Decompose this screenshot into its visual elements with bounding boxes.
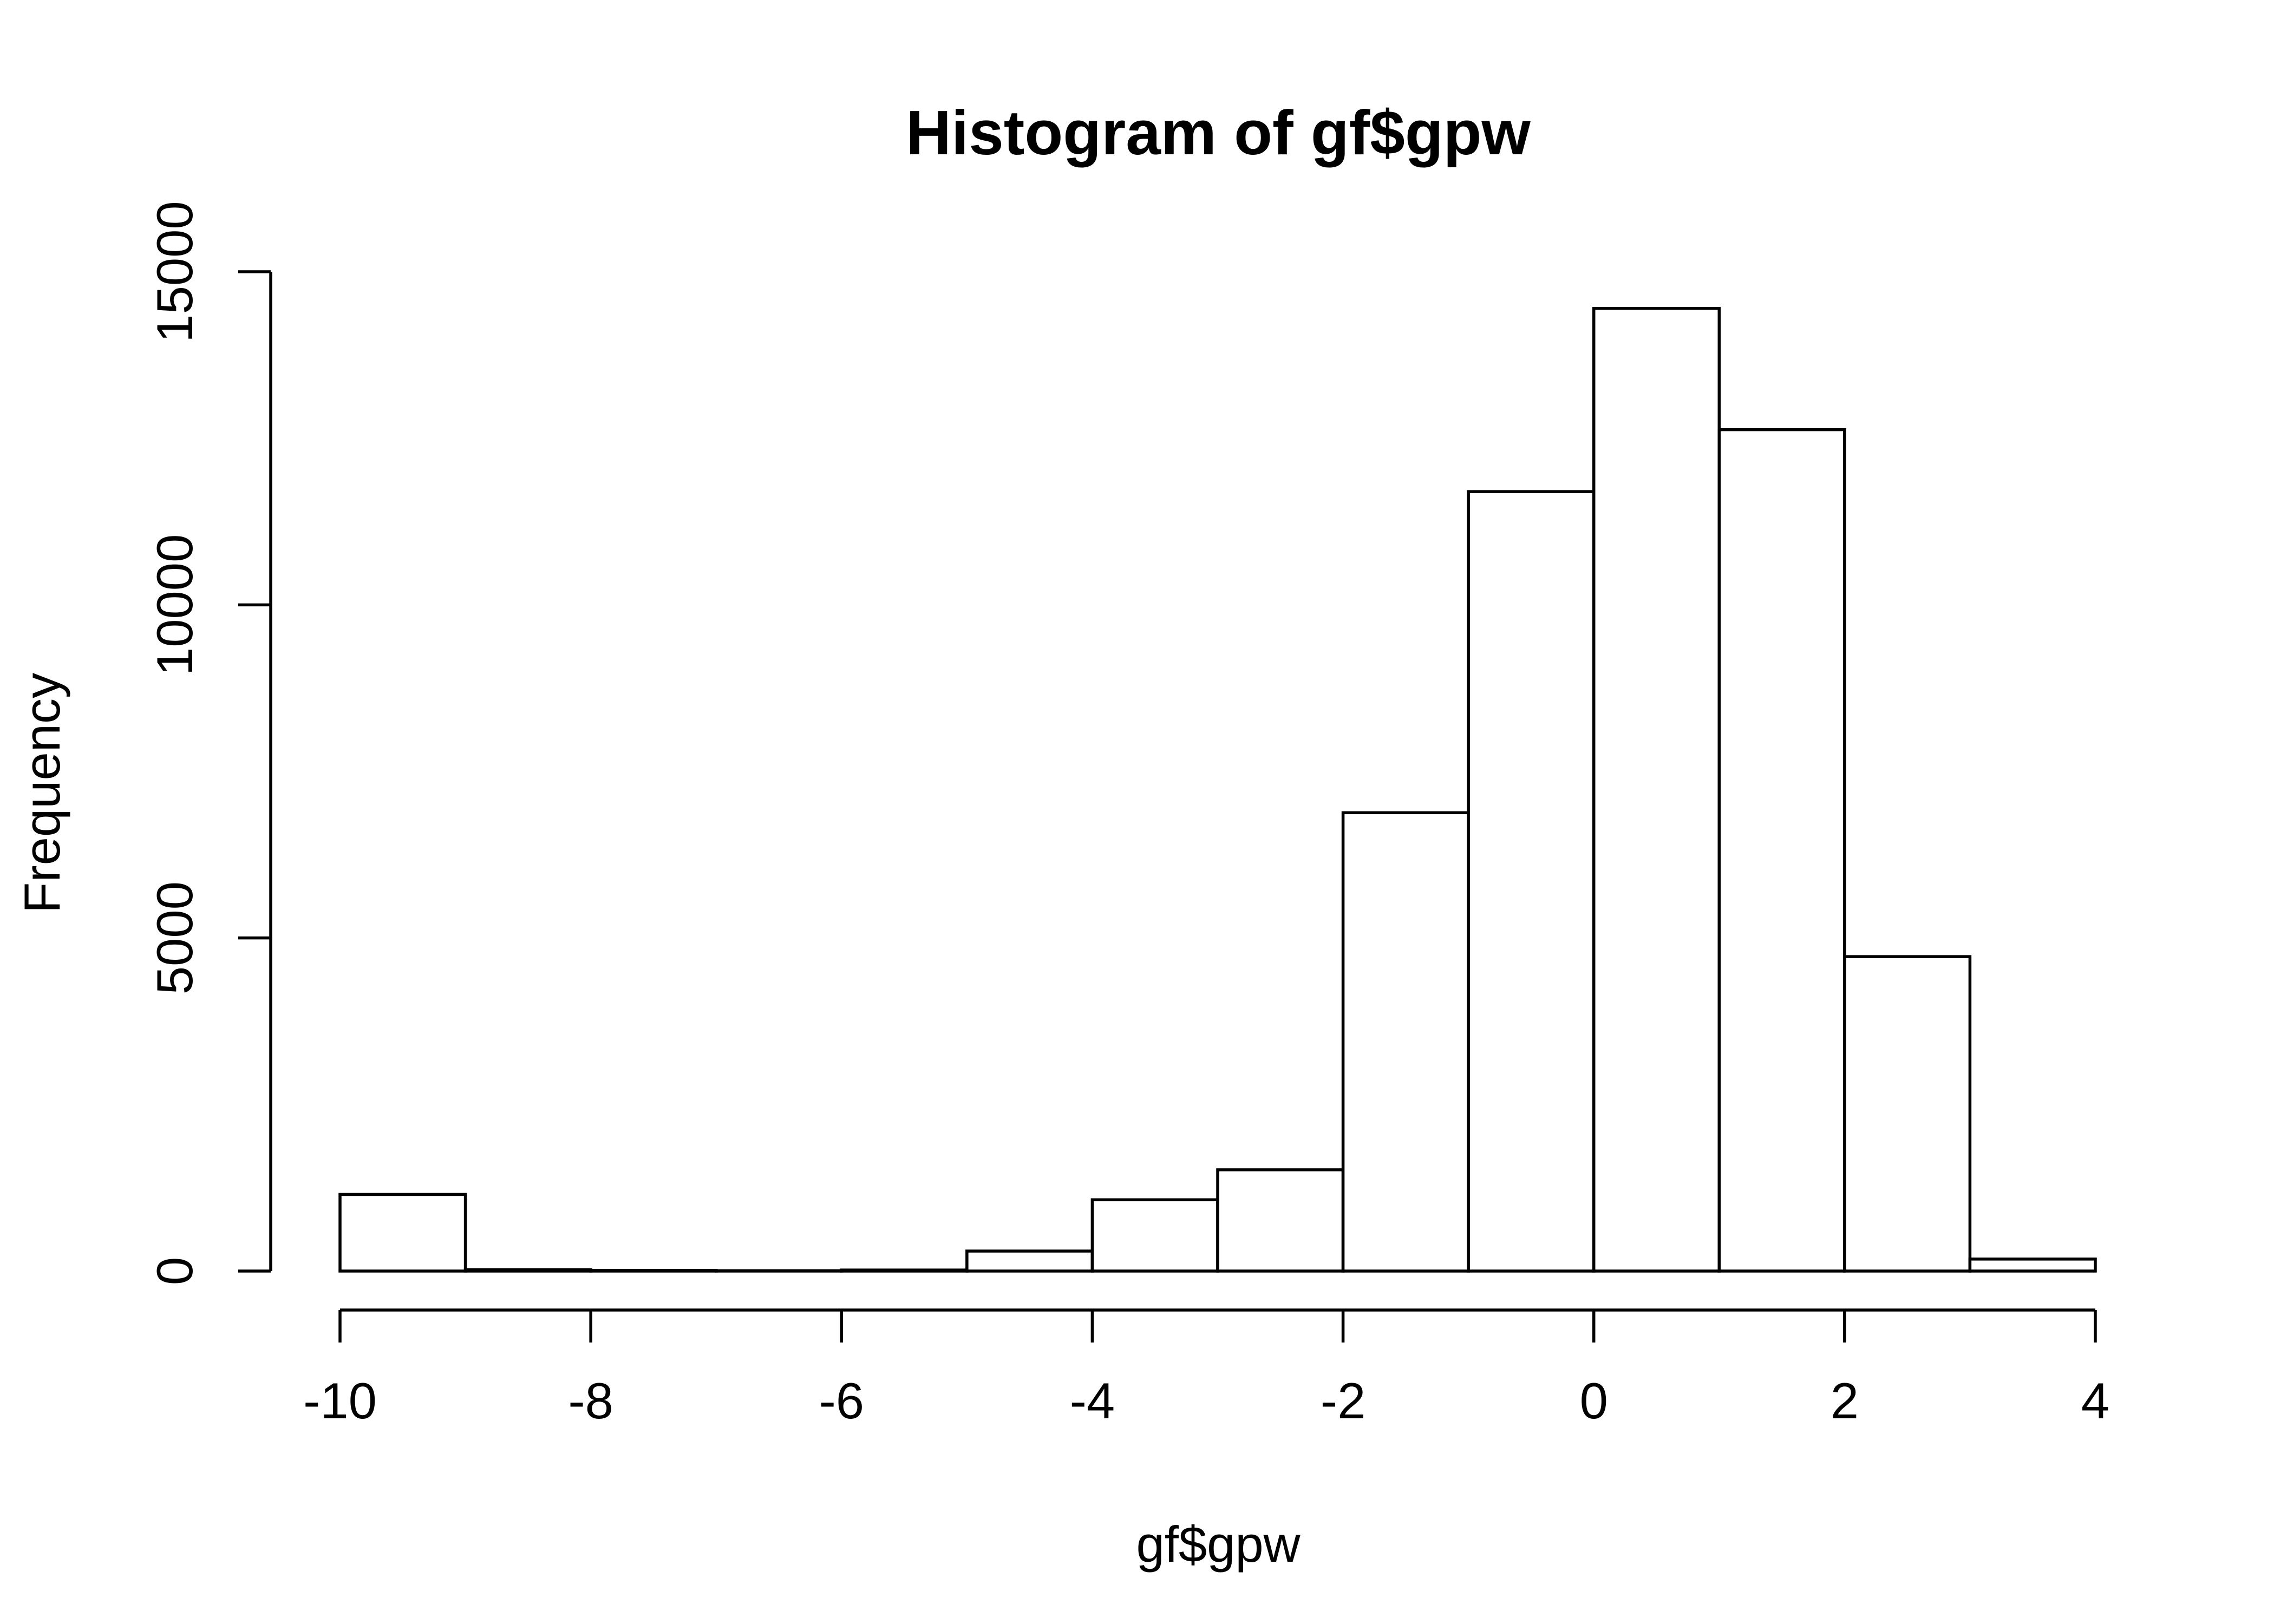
x-tick-label: 0 (1580, 1372, 1608, 1429)
histogram-bar (463, 1268, 592, 1273)
y-tick-label: 15000 (146, 201, 203, 342)
y-tick-label: 0 (146, 1257, 203, 1285)
histogram-bar (1090, 1198, 1219, 1273)
histogram-bars (338, 306, 2097, 1273)
x-tick-label: -4 (1070, 1372, 1115, 1429)
x-tick-label: 2 (1831, 1372, 1859, 1429)
y-axis-label: Frequency (14, 673, 70, 913)
histogram-bar (1592, 306, 1721, 1273)
x-tick-label: -8 (568, 1372, 613, 1429)
x-tick-label: 4 (2081, 1372, 2109, 1429)
histogram-bar (965, 1249, 1094, 1273)
x-tick-label: -6 (819, 1372, 864, 1429)
x-tick-label: -2 (1321, 1372, 1366, 1429)
histogram-bar (1843, 955, 1972, 1273)
y-tick-label: 10000 (146, 534, 203, 676)
chart-title: Histogram of gf$gpw (906, 97, 1531, 168)
histogram-bar (1968, 1258, 2097, 1273)
histogram-bar (1341, 811, 1470, 1273)
histogram-bar (338, 1193, 467, 1273)
histogram-bar (1467, 490, 1596, 1273)
histogram-bar (1717, 428, 1846, 1273)
histogram-bar (1216, 1168, 1345, 1273)
x-axis: -10 -8 -6 -4 -2 0 2 4 (303, 1308, 2109, 1429)
x-tick-label: -10 (303, 1372, 377, 1429)
y-tick-label: 5000 (146, 881, 203, 994)
y-axis: 0 5000 10000 15000 (146, 201, 272, 1285)
x-axis-label: gf$gpw (1136, 1516, 1301, 1573)
histogram-bar (840, 1268, 969, 1273)
